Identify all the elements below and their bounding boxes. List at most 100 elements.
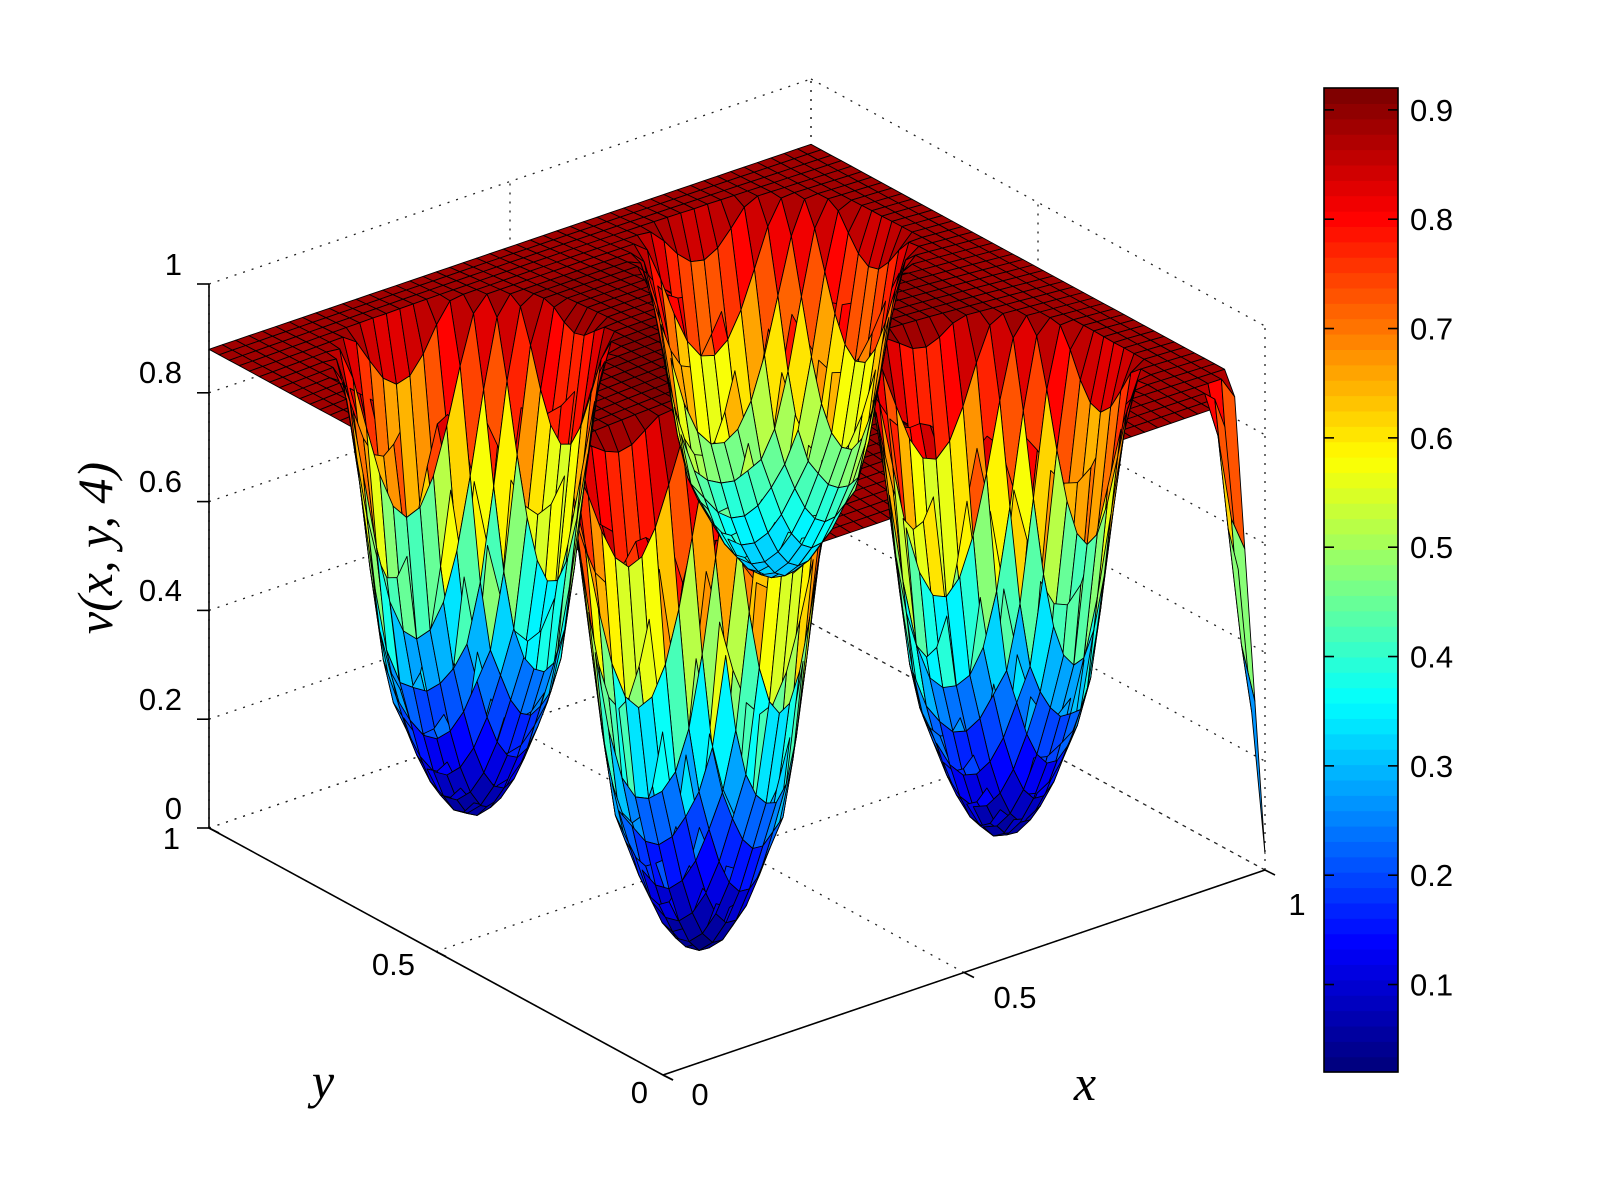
x-axis-label: x (1073, 1055, 1096, 1111)
colorbar-band (1324, 410, 1398, 427)
x-tick-mark (662, 1074, 674, 1081)
colorbar-band (1324, 164, 1398, 181)
colorbar-tick-label: 0.7 (1410, 312, 1453, 347)
colorbar-band (1324, 795, 1398, 812)
surface-facet (712, 919, 737, 943)
surface-facet (490, 778, 515, 808)
z-tick-label: 1 (165, 247, 182, 282)
colorbar-band (1324, 703, 1398, 719)
colorbar-band (1324, 426, 1398, 443)
surface-facet (797, 542, 823, 567)
colorbar-band (1324, 1010, 1398, 1027)
colorbar-tick-label: 0.6 (1410, 421, 1453, 456)
colorbar-band (1324, 995, 1398, 1012)
colorbar-band (1324, 933, 1398, 950)
colorbar-band (1324, 564, 1398, 581)
colorbar-band (1324, 749, 1398, 766)
colorbar-band (1324, 949, 1398, 965)
colorbar-band (1324, 257, 1398, 274)
colorbar-band (1324, 103, 1398, 120)
colorbar-band (1324, 810, 1398, 827)
colorbar-band (1324, 226, 1398, 243)
colorbar-tick-label: 0.1 (1410, 968, 1453, 1003)
colorbar-tick-label: 0.5 (1410, 530, 1453, 565)
colorbar-band (1324, 149, 1398, 166)
surface-facet (1230, 518, 1256, 702)
colorbar-band (1324, 779, 1398, 796)
y-tick-mark (208, 827, 220, 834)
colorbar-band (1324, 718, 1398, 735)
colorbar-tick-label: 0.3 (1410, 749, 1453, 784)
colorbar-band (1324, 180, 1398, 197)
colorbar-band (1324, 364, 1398, 381)
colorbar-band (1324, 580, 1398, 596)
colorbar-tick-labels: 0.1 0.2 0.3 0.4 0.5 0.6 0.7 0.8 0.9 (1410, 93, 1453, 1003)
colorbar-band (1324, 872, 1398, 889)
colorbar-band (1324, 641, 1398, 658)
y-tick-label: 0.5 (372, 947, 415, 982)
colorbar-band (1324, 503, 1398, 520)
colorbar-frame (1323, 87, 1399, 1073)
colorbar-band (1324, 856, 1398, 873)
colorbar-band (1324, 349, 1398, 366)
x-tick-mark (963, 971, 975, 979)
colorbar-band (1324, 287, 1398, 304)
y-tick-label: 1 (163, 821, 180, 856)
z-tick-label: 0.2 (139, 682, 182, 717)
colorbar-band (1324, 195, 1398, 212)
colorbar-band (1324, 672, 1398, 689)
z-tick-label: 0 (165, 791, 182, 826)
y-tick-label: 0 (631, 1075, 648, 1110)
colorbar-band (1324, 88, 1398, 104)
colorbar-band (1324, 472, 1398, 489)
x-tick-label: 0.5 (993, 980, 1036, 1015)
colorbar-band (1324, 979, 1398, 996)
x-tick-labels: 0 0.5 1 (691, 887, 1305, 1112)
colorbar-band (1324, 549, 1398, 566)
colorbar-band (1324, 918, 1398, 935)
z-tick-label: 0.4 (139, 573, 182, 608)
colorbar-band (1324, 241, 1398, 258)
x-tick-mark (1264, 869, 1276, 876)
colorbar-band (1324, 610, 1398, 627)
colorbar-band (1324, 457, 1398, 473)
y-tick-labels: 1 0.5 0 (163, 821, 648, 1110)
colorbar-band (1324, 334, 1398, 350)
surface-mesh (208, 143, 1266, 951)
colorbar-band (1324, 1056, 1398, 1073)
z-tick-label: 0.8 (139, 355, 182, 390)
colorbar-band (1324, 318, 1398, 335)
colorbar-band (1324, 902, 1398, 919)
colorbar-tick-label: 0.8 (1410, 202, 1453, 237)
x-tick-label: 1 (1288, 887, 1305, 922)
colorbar-band (1324, 134, 1398, 151)
surface-facet (1241, 644, 1266, 855)
colorbar-band (1324, 303, 1398, 320)
colorbar-band (1324, 841, 1398, 858)
colorbar-ticks (1324, 109, 1398, 986)
colorbar-band (1324, 380, 1398, 397)
colorbar-band (1324, 826, 1398, 842)
colorbar-band (1324, 764, 1398, 781)
colorbar: 0.1 0.2 0.3 0.4 0.5 0.6 0.7 0.8 0.9 (1323, 87, 1453, 1073)
colorbar-band (1324, 626, 1398, 643)
colorbar-band (1324, 1025, 1398, 1042)
colorbar-band (1324, 1041, 1398, 1058)
colorbar-band (1324, 656, 1398, 673)
x-tick-label: 0 (691, 1077, 708, 1112)
z-tick-labels: 0 0.2 0.4 0.6 0.8 1 (139, 247, 182, 826)
z-tick-label: 0.6 (139, 464, 182, 499)
colorbar-band (1324, 533, 1398, 550)
y-axis-label: y (307, 1053, 335, 1109)
colorbar-tick-label: 0.2 (1410, 858, 1453, 893)
colorbar-gradient (1324, 88, 1398, 1073)
colorbar-band (1324, 487, 1398, 504)
colorbar-band (1324, 518, 1398, 535)
y-tick-mark (435, 950, 447, 958)
colorbar-band (1324, 118, 1398, 135)
colorbar-tick-label: 0.9 (1410, 93, 1453, 128)
colorbar-tick-label: 0.4 (1410, 640, 1453, 675)
z-axis-label: v(x, y, 4) (67, 462, 123, 634)
colorbar-band (1324, 964, 1398, 981)
